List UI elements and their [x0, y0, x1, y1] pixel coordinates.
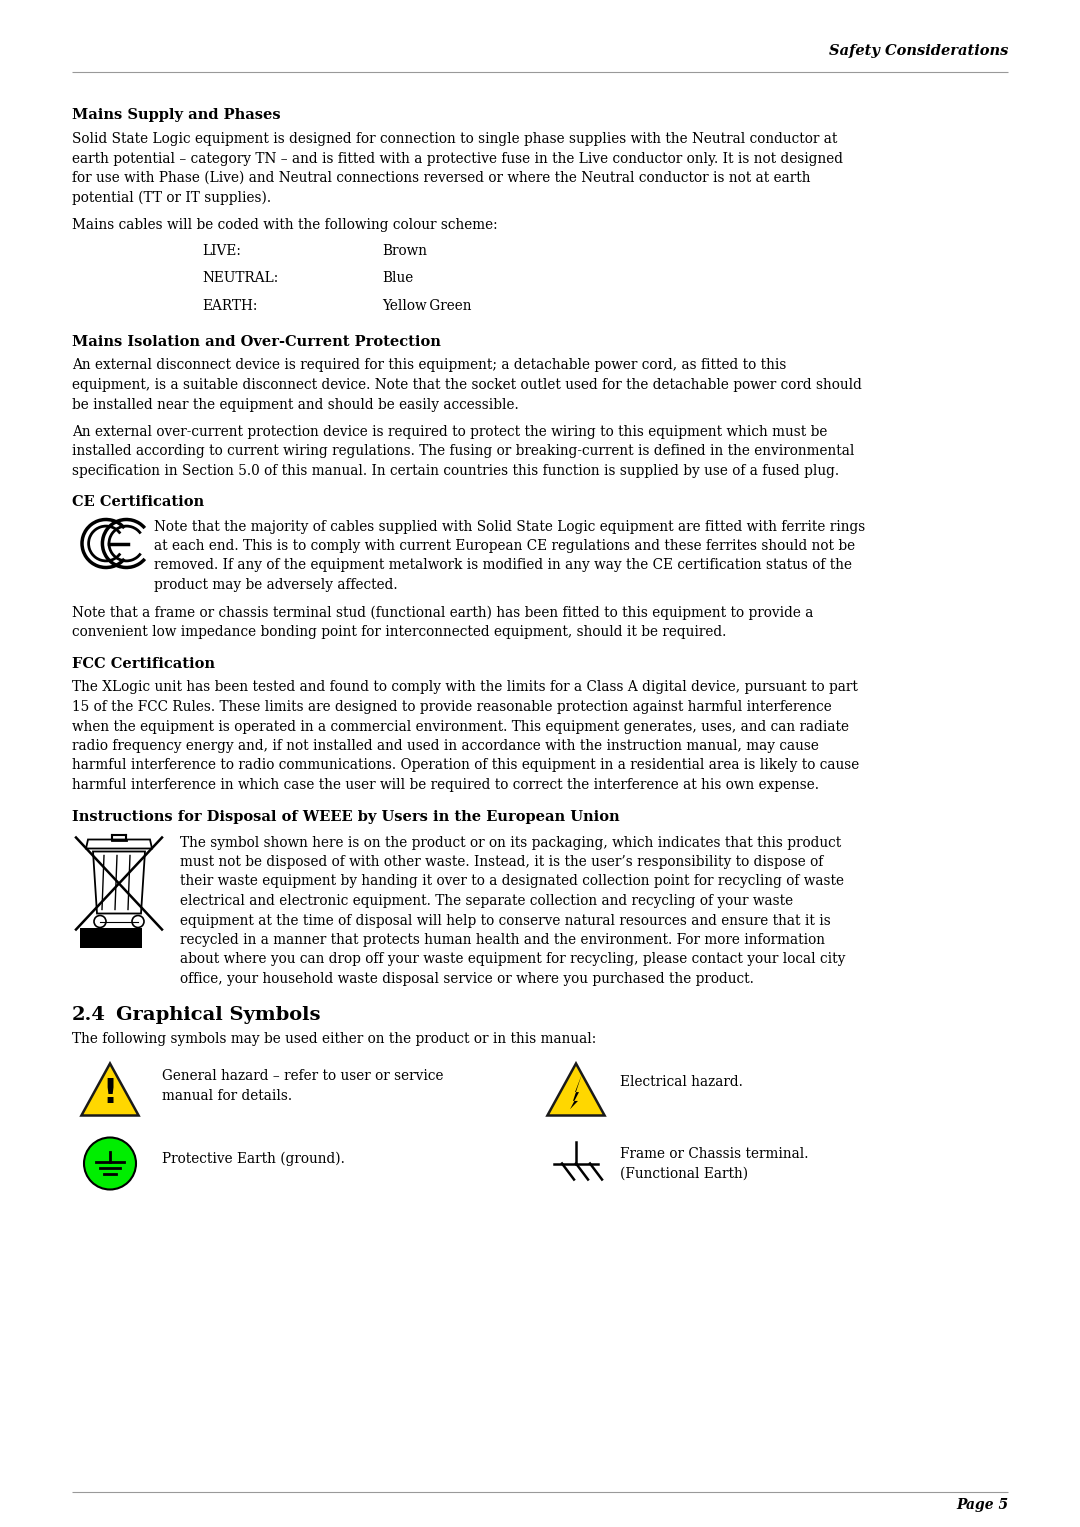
Text: at each end. This is to comply with current European CE regulations and these fe: at each end. This is to comply with curr… [154, 539, 855, 553]
Text: about where you can drop off your waste equipment for recycling, please contact : about where you can drop off your waste … [180, 953, 846, 967]
Text: recycled in a manner that protects human health and the environment. For more in: recycled in a manner that protects human… [180, 933, 825, 947]
Text: for use with Phase (Live) and Neutral connections reversed or where the Neutral : for use with Phase (Live) and Neutral co… [72, 171, 810, 185]
Text: specification in Section 5.0 of this manual. In certain countries this function : specification in Section 5.0 of this man… [72, 464, 839, 478]
Text: Protective Earth (ground).: Protective Earth (ground). [162, 1151, 345, 1167]
Text: CE Certification: CE Certification [72, 495, 204, 510]
Text: Brown: Brown [382, 244, 427, 258]
Text: Safety Considerations: Safety Considerations [828, 44, 1008, 58]
Text: product may be adversely affected.: product may be adversely affected. [154, 579, 397, 592]
Text: office, your household waste disposal service or where you purchased the product: office, your household waste disposal se… [180, 973, 754, 986]
Text: FCC Certification: FCC Certification [72, 657, 215, 670]
Text: when the equipment is operated in a commercial environment. This equipment gener: when the equipment is operated in a comm… [72, 719, 849, 733]
Text: Mains Isolation and Over-Current Protection: Mains Isolation and Over-Current Protect… [72, 334, 441, 348]
Text: 15 of the FCC Rules. These limits are designed to provide reasonable protection : 15 of the FCC Rules. These limits are de… [72, 699, 832, 715]
Text: (Functional Earth): (Functional Earth) [620, 1167, 748, 1180]
Text: Page 5: Page 5 [956, 1498, 1008, 1512]
Text: must not be disposed of with other waste. Instead, it is the user’s responsibili: must not be disposed of with other waste… [180, 855, 823, 869]
Text: 2.4: 2.4 [72, 1005, 106, 1023]
Text: The symbol shown here is on the product or on its packaging, which indicates tha: The symbol shown here is on the product … [180, 835, 841, 849]
Text: Solid State Logic equipment is designed for connection to single phase supplies : Solid State Logic equipment is designed … [72, 131, 837, 147]
Text: radio frequency energy and, if not installed and used in accordance with the ins: radio frequency energy and, if not insta… [72, 739, 819, 753]
Polygon shape [81, 1063, 138, 1116]
Text: harmful interference to radio communications. Operation of this equipment in a r: harmful interference to radio communicat… [72, 759, 860, 773]
Text: manual for details.: manual for details. [162, 1089, 292, 1102]
Text: Graphical Symbols: Graphical Symbols [116, 1005, 321, 1023]
Text: LIVE:: LIVE: [202, 244, 241, 258]
Text: Mains cables will be coded with the following colour scheme:: Mains cables will be coded with the foll… [72, 218, 498, 232]
Text: equipment, is a suitable disconnect device. Note that the socket outlet used for: equipment, is a suitable disconnect devi… [72, 379, 862, 392]
Text: General hazard – refer to user or service: General hazard – refer to user or servic… [162, 1069, 444, 1084]
Text: be installed near the equipment and should be easily accessible.: be installed near the equipment and shou… [72, 397, 518, 411]
Text: their waste equipment by handing it over to a designated collection point for re: their waste equipment by handing it over… [180, 875, 843, 889]
Text: NEUTRAL:: NEUTRAL: [202, 272, 279, 286]
Text: earth potential – category TN – and is fitted with a protective fuse in the Live: earth potential – category TN – and is f… [72, 151, 843, 165]
Text: equipment at the time of disposal will help to conserve natural resources and en: equipment at the time of disposal will h… [180, 913, 831, 927]
Text: Note that a frame or chassis terminal stud (functional earth) has been fitted to: Note that a frame or chassis terminal st… [72, 606, 813, 620]
Polygon shape [570, 1073, 582, 1109]
Circle shape [84, 1138, 136, 1190]
Bar [80, 927, 141, 947]
Text: Note that the majority of cables supplied with Solid State Logic equipment are f: Note that the majority of cables supplie… [154, 519, 865, 533]
Text: harmful interference in which case the user will be required to correct the inte: harmful interference in which case the u… [72, 777, 819, 793]
Text: EARTH:: EARTH: [202, 299, 257, 313]
Polygon shape [548, 1063, 605, 1116]
Text: The following symbols may be used either on the product or in this manual:: The following symbols may be used either… [72, 1032, 596, 1046]
Text: installed according to current wiring regulations. The fusing or breaking-curren: installed according to current wiring re… [72, 444, 854, 458]
Text: The XLogic unit has been tested and found to comply with the limits for a Class : The XLogic unit has been tested and foun… [72, 681, 858, 695]
Text: !: ! [103, 1077, 118, 1110]
Text: An external disconnect device is required for this equipment; a detachable power: An external disconnect device is require… [72, 359, 786, 373]
Text: Yellow Green: Yellow Green [382, 299, 472, 313]
Text: An external over-current protection device is required to protect the wiring to : An external over-current protection devi… [72, 425, 827, 438]
Text: Instructions for Disposal of WEEE by Users in the European Union: Instructions for Disposal of WEEE by Use… [72, 809, 620, 823]
Text: Electrical hazard.: Electrical hazard. [620, 1075, 743, 1089]
Text: potential (TT or IT supplies).: potential (TT or IT supplies). [72, 191, 271, 205]
Text: Mains Supply and Phases: Mains Supply and Phases [72, 108, 281, 122]
Text: Frame or Chassis terminal.: Frame or Chassis terminal. [620, 1147, 809, 1162]
Text: convenient low impedance bonding point for interconnected equipment, should it b: convenient low impedance bonding point f… [72, 625, 727, 638]
Text: removed. If any of the equipment metalwork is modified in any way the CE certifi: removed. If any of the equipment metalwo… [154, 559, 852, 573]
Text: electrical and electronic equipment. The separate collection and recycling of yo: electrical and electronic equipment. The… [180, 893, 793, 909]
Text: Blue: Blue [382, 272, 414, 286]
